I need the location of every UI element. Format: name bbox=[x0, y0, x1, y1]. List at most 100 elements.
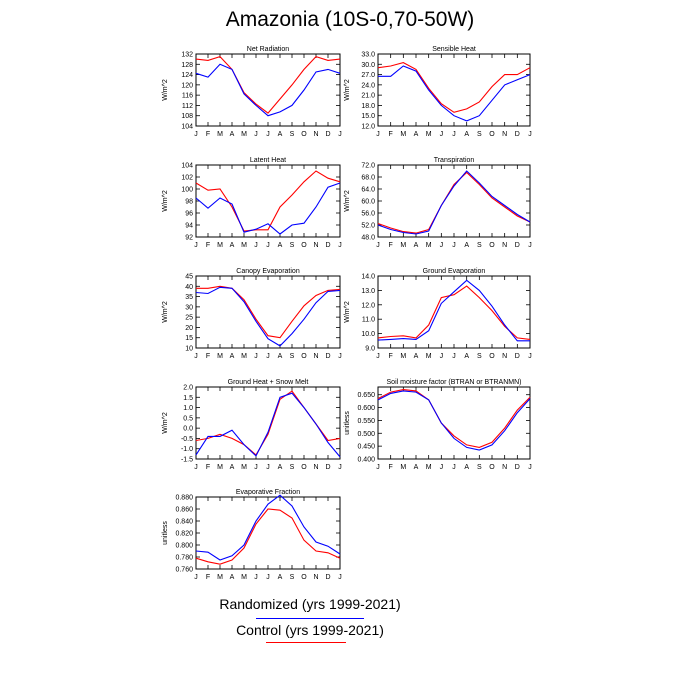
x-tick-label: F bbox=[389, 242, 393, 249]
x-tick-label: J bbox=[338, 574, 342, 581]
x-tick-label: J bbox=[528, 242, 532, 249]
plot-frame bbox=[377, 164, 531, 238]
y-tick-label: 96 bbox=[185, 211, 193, 218]
series-line-control bbox=[195, 508, 341, 565]
y-tick-label: 0.0 bbox=[183, 426, 193, 433]
x-tick-label: D bbox=[325, 131, 330, 138]
series-line-control bbox=[195, 390, 341, 456]
x-tick-label: M bbox=[426, 242, 432, 249]
x-tick-label: A bbox=[414, 131, 419, 138]
x-tick-label: F bbox=[206, 464, 210, 471]
y-tick-label: 10.0 bbox=[361, 331, 375, 338]
x-tick-label: N bbox=[313, 131, 318, 138]
panel-title: Ground Heat + Snow Melt bbox=[228, 379, 309, 386]
x-tick-label: O bbox=[489, 131, 495, 138]
series-line-control bbox=[377, 285, 531, 340]
x-tick-label: D bbox=[515, 242, 520, 249]
x-tick-label: O bbox=[301, 131, 307, 138]
y-tick-label: 1.0 bbox=[183, 405, 193, 412]
x-tick-label: A bbox=[278, 242, 283, 249]
y-tick-label: 0.550 bbox=[357, 418, 375, 425]
chart-panel-6: Ground Heat + Snow Melt W/m^2 -1.5 -1.0 -0.5… bbox=[162, 379, 342, 471]
x-tick-label: J bbox=[266, 353, 270, 360]
x-tick-label: J bbox=[266, 131, 270, 138]
x-tick-label: J bbox=[376, 353, 380, 360]
panel-title: Transpiration bbox=[434, 157, 475, 164]
y-tick-label: 108 bbox=[181, 113, 193, 120]
x-tick-label: M bbox=[241, 242, 247, 249]
plot-frame bbox=[377, 386, 531, 460]
x-tick-label: N bbox=[313, 353, 318, 360]
x-tick-label: M bbox=[400, 242, 406, 249]
x-tick-label: A bbox=[278, 574, 283, 581]
x-tick-label: A bbox=[230, 574, 235, 581]
x-tick-label: J bbox=[194, 574, 198, 581]
y-tick-label: 30 bbox=[185, 304, 193, 311]
y-tick-label: 0.860 bbox=[175, 507, 193, 514]
x-tick-label: A bbox=[278, 464, 283, 471]
series-line-randomized bbox=[378, 65, 531, 122]
y-tick-label: 0.650 bbox=[357, 392, 375, 399]
x-tick-label: O bbox=[489, 353, 495, 360]
panel-title: Evaporative Fraction bbox=[236, 489, 300, 496]
x-tick-label: N bbox=[502, 242, 507, 249]
chart-panel-0: Net Radiation W/m^2 104 108 112 116 120 124 128 1… bbox=[162, 46, 342, 138]
x-tick-label: J bbox=[266, 574, 270, 581]
series-line-control bbox=[377, 171, 531, 234]
x-tick-label: N bbox=[502, 131, 507, 138]
x-tick-label: F bbox=[389, 131, 393, 138]
x-tick-label: J bbox=[338, 242, 342, 249]
x-tick-label: M bbox=[241, 353, 247, 360]
x-tick-label: A bbox=[414, 353, 419, 360]
x-tick-label: M bbox=[217, 131, 223, 138]
x-tick-label: J bbox=[254, 574, 258, 581]
y-tick-label: 0.400 bbox=[357, 457, 375, 464]
chart-panel-7: Soil moisture factor (BTRAN or BTRANMN) u… bbox=[344, 379, 532, 471]
x-tick-label: A bbox=[464, 464, 469, 471]
x-tick-label: J bbox=[254, 131, 258, 138]
x-tick-label: M bbox=[400, 353, 406, 360]
y-tick-label: 0.500 bbox=[357, 431, 375, 438]
panel-title: Ground Evaporation bbox=[423, 268, 486, 275]
y-axis-label: W/m^2 bbox=[162, 79, 169, 101]
y-tick-label: 9.0 bbox=[365, 346, 375, 353]
x-tick-label: J bbox=[338, 353, 342, 360]
y-tick-label: 68.0 bbox=[361, 175, 375, 182]
y-axis-label: W/m^2 bbox=[344, 190, 351, 212]
legend-line-randomized bbox=[256, 618, 364, 619]
x-tick-label: S bbox=[290, 574, 295, 581]
series-line-control bbox=[377, 62, 531, 113]
x-tick-label: J bbox=[452, 242, 456, 249]
series-line-control bbox=[195, 55, 341, 114]
series-line-control bbox=[196, 285, 341, 339]
y-tick-label: 27.0 bbox=[361, 72, 375, 79]
y-axis-label: W/m^2 bbox=[344, 301, 351, 323]
y-axis-label: unitless bbox=[162, 521, 169, 545]
x-tick-label: N bbox=[502, 464, 507, 471]
y-tick-label: 0.600 bbox=[357, 405, 375, 412]
x-tick-label: J bbox=[254, 464, 258, 471]
x-tick-label: S bbox=[290, 131, 295, 138]
x-tick-label: M bbox=[241, 131, 247, 138]
x-tick-label: D bbox=[515, 464, 520, 471]
x-tick-label: D bbox=[325, 574, 330, 581]
chart-panel-5: Ground Evaporation W/m^2 9.0 10.0 11.0 12.0 13… bbox=[344, 268, 532, 360]
x-tick-label: M bbox=[426, 353, 432, 360]
y-tick-label: 25 bbox=[185, 315, 193, 322]
x-tick-label: J bbox=[528, 464, 532, 471]
y-axis-label: unitless bbox=[344, 411, 351, 435]
y-tick-label: 0.450 bbox=[357, 444, 375, 451]
x-tick-label: M bbox=[400, 464, 406, 471]
y-tick-label: 15 bbox=[185, 335, 193, 342]
y-tick-label: 0.880 bbox=[175, 495, 193, 502]
chart-panel-8: Evaporative Fraction unitless 0.760 0.780 0.… bbox=[162, 489, 342, 581]
y-axis-label: W/m^2 bbox=[162, 301, 169, 323]
y-tick-label: 24.0 bbox=[361, 82, 375, 89]
y-tick-label: 120 bbox=[181, 82, 193, 89]
y-tick-label: 104 bbox=[181, 163, 193, 170]
x-tick-label: S bbox=[477, 353, 482, 360]
series-line-randomized bbox=[195, 63, 341, 117]
x-tick-label: M bbox=[241, 464, 247, 471]
x-tick-label: J bbox=[338, 464, 342, 471]
x-tick-label: J bbox=[440, 242, 444, 249]
